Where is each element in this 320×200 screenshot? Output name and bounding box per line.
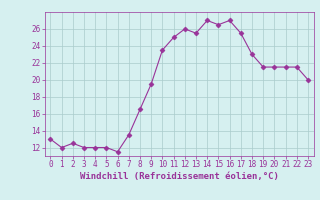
X-axis label: Windchill (Refroidissement éolien,°C): Windchill (Refroidissement éolien,°C): [80, 172, 279, 181]
